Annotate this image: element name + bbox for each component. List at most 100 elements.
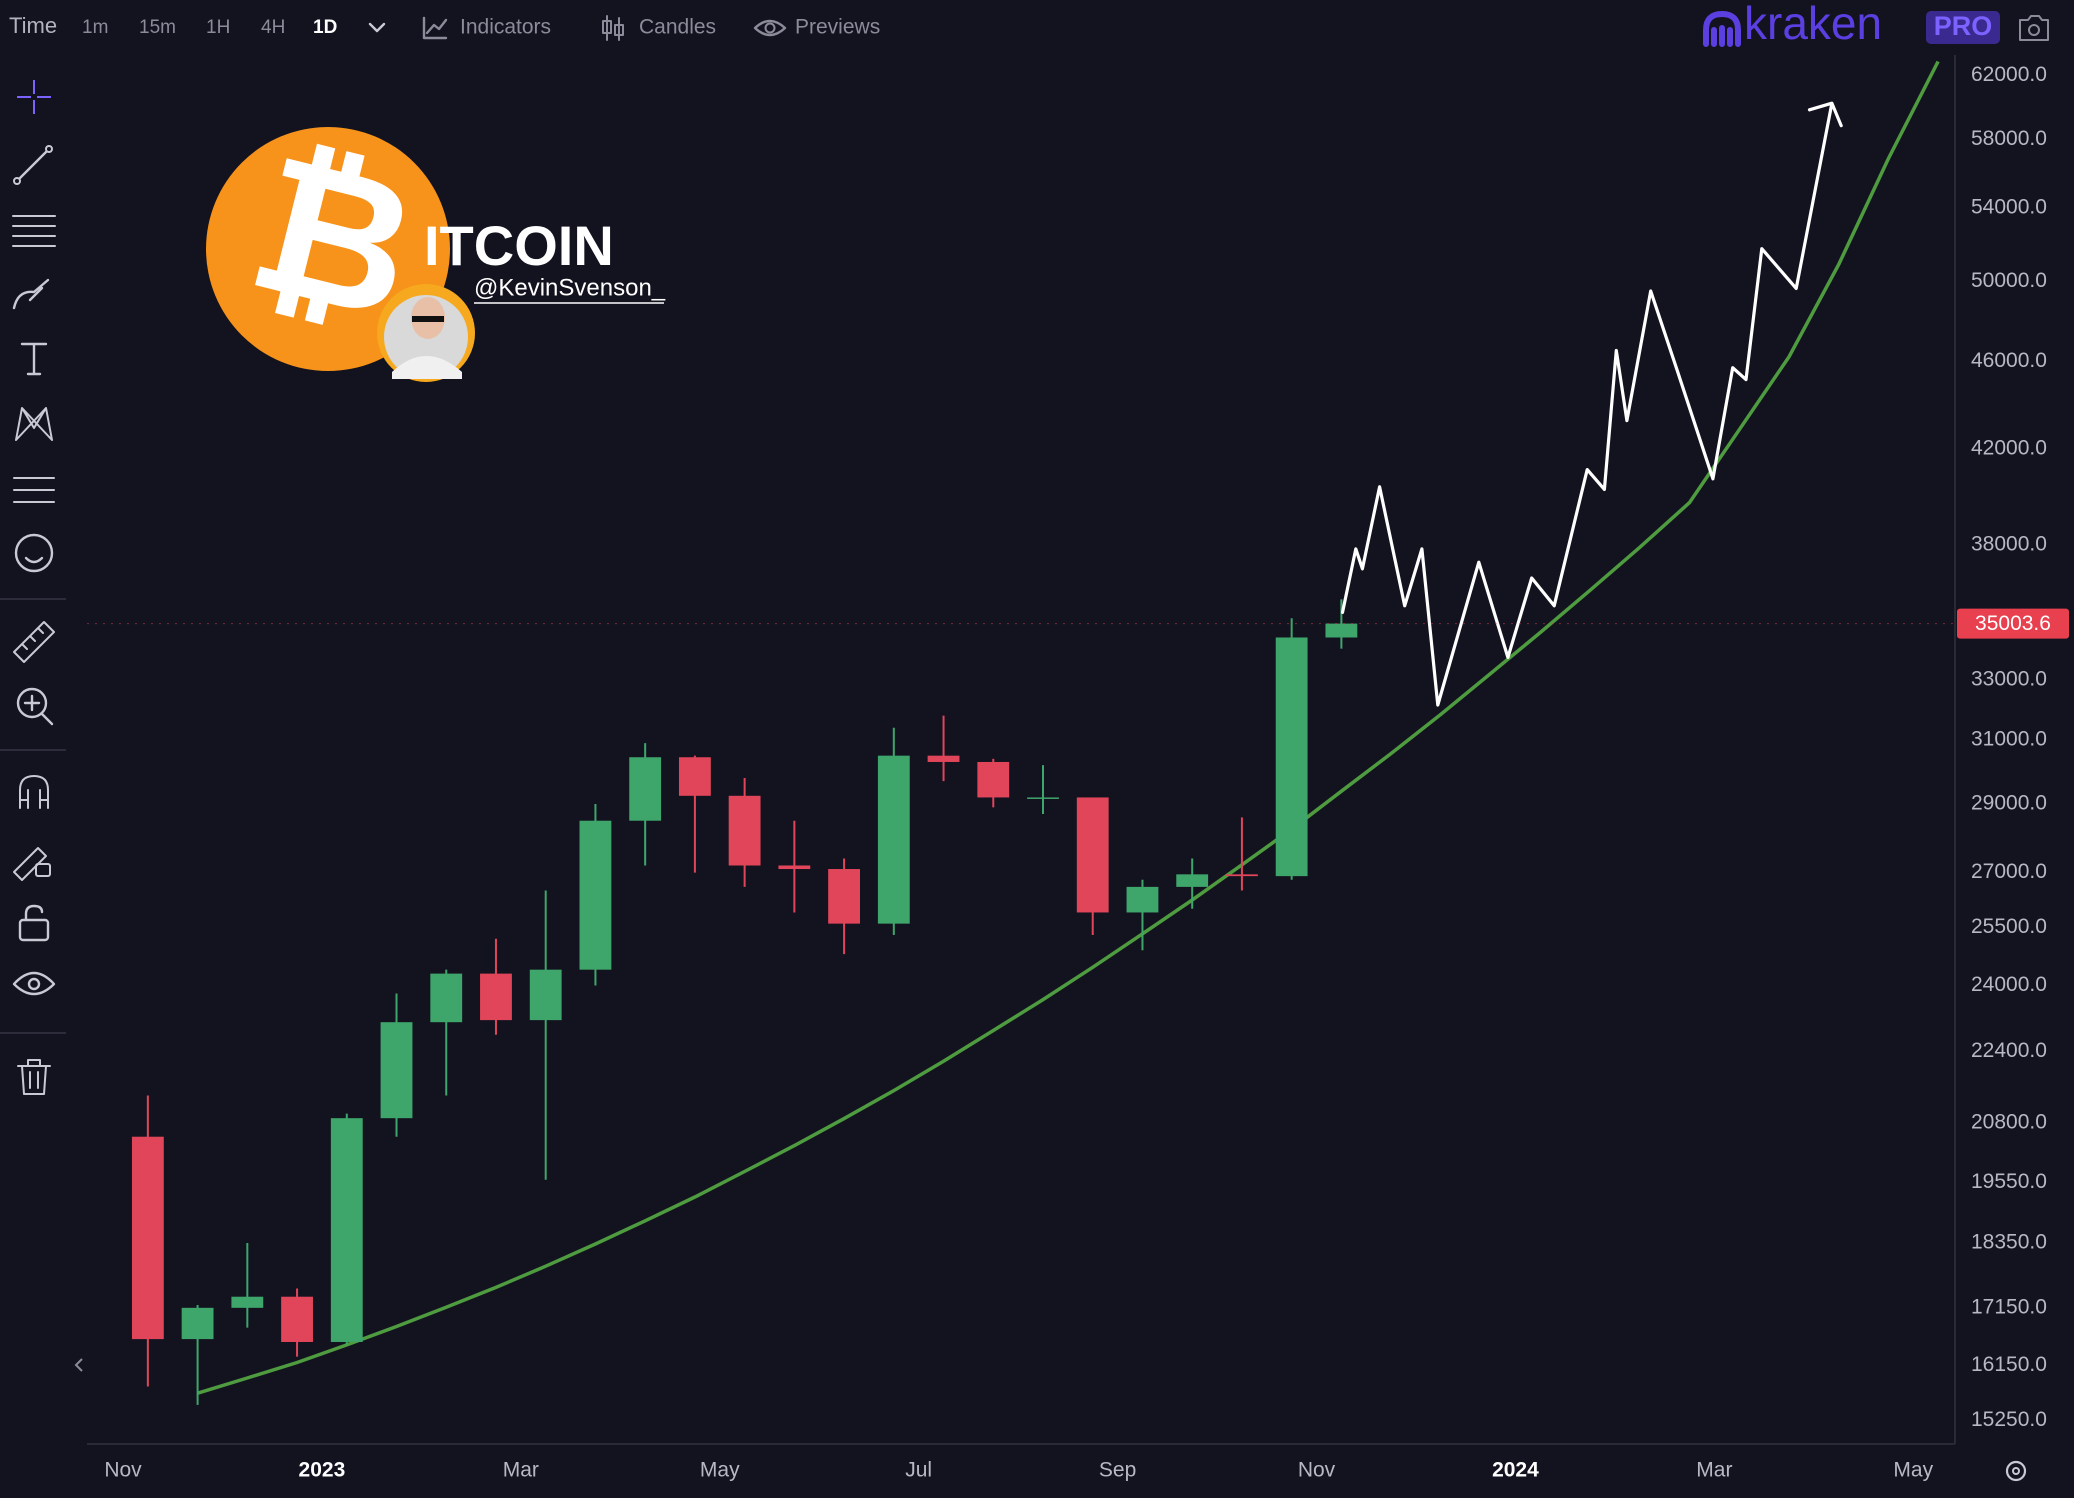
avatar-shirt xyxy=(392,356,462,379)
emoji-tool[interactable] xyxy=(14,533,54,573)
avatar-glasses xyxy=(412,316,444,322)
brand-icon xyxy=(1703,10,1741,47)
candle-body xyxy=(430,973,463,1023)
time-label: Time xyxy=(9,13,57,38)
x-tick-label: Nov xyxy=(1298,1459,1336,1482)
brush-tool[interactable] xyxy=(12,278,50,310)
candles-icon[interactable] xyxy=(602,15,624,41)
zoom-tool-plus xyxy=(23,694,54,726)
previews-icon-pupil xyxy=(764,22,776,34)
hide-tool[interactable] xyxy=(12,971,56,996)
interval[interactable]: 4H xyxy=(261,17,285,38)
x-tick-label: Mar xyxy=(503,1459,539,1482)
interval-active[interactable]: 1D xyxy=(313,17,337,38)
x-tick-label: Mar xyxy=(1696,1459,1732,1482)
candle-body xyxy=(181,1307,214,1340)
brand-name: kraken xyxy=(1744,0,1882,49)
candles-button[interactable]: Candles xyxy=(639,16,716,39)
candle-body xyxy=(1126,886,1159,913)
ruler-tool[interactable] xyxy=(13,621,55,663)
left-toolbar xyxy=(0,80,83,1372)
logo-handle: @KevinSvenson_ xyxy=(474,274,666,301)
zoom-tool[interactable] xyxy=(16,687,48,719)
candle-body xyxy=(380,1022,413,1119)
candle-body xyxy=(728,795,761,866)
candle-body xyxy=(1275,637,1308,877)
top-toolbar: Time 1m 15m 1H 4H 1D Indicators Candles … xyxy=(9,13,880,41)
y-tick-label: 58000.0 xyxy=(1971,127,2047,150)
brand-tier-box xyxy=(1926,11,2000,44)
settings-button[interactable] xyxy=(2005,1460,2027,1482)
trendline-tool[interactable] xyxy=(15,147,51,183)
last-price-tag xyxy=(1957,608,2069,639)
candle-body xyxy=(480,973,512,1021)
candle-body xyxy=(877,755,910,924)
snapshot-button[interactable] xyxy=(2019,15,2049,41)
hide-tool-pupil xyxy=(27,977,41,991)
candle-body xyxy=(977,761,1010,798)
y-tick-label: 33000.0 xyxy=(1971,668,2047,691)
plot-area xyxy=(131,60,1940,1405)
candle-body xyxy=(231,1296,264,1308)
bitcoin-logo: ₿ ITCOIN @KevinSvenson_ xyxy=(206,116,666,382)
candle-body xyxy=(1076,797,1109,913)
candle-body xyxy=(579,820,612,970)
y-tick-label: 62000.0 xyxy=(1971,63,2047,86)
lock-drawing-tool[interactable] xyxy=(13,847,47,881)
x-tick-label: 2023 xyxy=(299,1459,346,1482)
candle-body xyxy=(927,755,960,762)
candle-body xyxy=(1027,797,1059,799)
fib-tool[interactable] xyxy=(12,215,56,247)
interval[interactable]: 15m xyxy=(139,17,176,38)
y-tick-label: 17150.0 xyxy=(1971,1295,2047,1318)
candle-body xyxy=(529,969,562,1021)
y-tick-label: 31000.0 xyxy=(1971,728,2047,751)
x-tick-label: 2024 xyxy=(1492,1459,1539,1482)
brand-tier: PRO xyxy=(1934,11,1993,41)
candle-body xyxy=(778,865,811,870)
text-tool[interactable] xyxy=(20,342,48,376)
x-tick-label: May xyxy=(700,1459,740,1482)
unlock-tool[interactable] xyxy=(18,918,50,942)
candle-body xyxy=(1325,623,1358,638)
candle-body xyxy=(828,869,860,924)
y-tick-label: 15250.0 xyxy=(1971,1408,2047,1431)
y-tick-label: 19550.0 xyxy=(1971,1170,2047,1193)
candle-body xyxy=(1226,874,1258,877)
trend-line xyxy=(197,60,1940,1395)
y-tick-label: 50000.0 xyxy=(1971,269,2047,292)
x-tick-label: Sep xyxy=(1099,1459,1136,1482)
logo-word: ITCOIN xyxy=(424,214,614,277)
crosshair-tool[interactable] xyxy=(17,80,51,114)
interval-dropdown[interactable] xyxy=(368,22,386,33)
snapshot-lens xyxy=(2028,24,2040,36)
collapse-button[interactable] xyxy=(74,1358,83,1372)
y-tick-label: 18350.0 xyxy=(1971,1231,2047,1254)
candle-body xyxy=(330,1118,363,1342)
emoji-tool-smile xyxy=(24,556,44,564)
y-tick-label: 25500.0 xyxy=(1971,915,2047,938)
indicators-icon[interactable] xyxy=(422,16,448,40)
prediction-tool[interactable] xyxy=(13,477,55,503)
candle-body xyxy=(678,757,711,796)
candle-body xyxy=(1176,874,1209,887)
candle-body xyxy=(131,1136,164,1340)
interval[interactable]: 1H xyxy=(206,17,230,38)
settings-button-center xyxy=(2012,1467,2020,1475)
indicators-button[interactable]: Indicators xyxy=(460,16,551,39)
pattern-tool[interactable] xyxy=(15,407,53,441)
delete-tool[interactable] xyxy=(17,1059,51,1095)
previews-button[interactable]: Previews xyxy=(795,16,880,39)
projection-sketch xyxy=(1340,101,1843,707)
candle-body xyxy=(629,757,662,821)
x-tick-label: Jul xyxy=(905,1459,932,1482)
magnet-tool[interactable] xyxy=(19,775,49,809)
x-tick-label: May xyxy=(1893,1459,1933,1482)
lock-drawing-tool-lock xyxy=(35,863,51,877)
y-tick-label: 27000.0 xyxy=(1971,860,2047,883)
interval[interactable]: 1m xyxy=(82,17,108,38)
unlock-tool-shackle xyxy=(24,904,44,922)
trendline-tool-end xyxy=(45,145,53,153)
previews-icon[interactable] xyxy=(753,19,787,37)
